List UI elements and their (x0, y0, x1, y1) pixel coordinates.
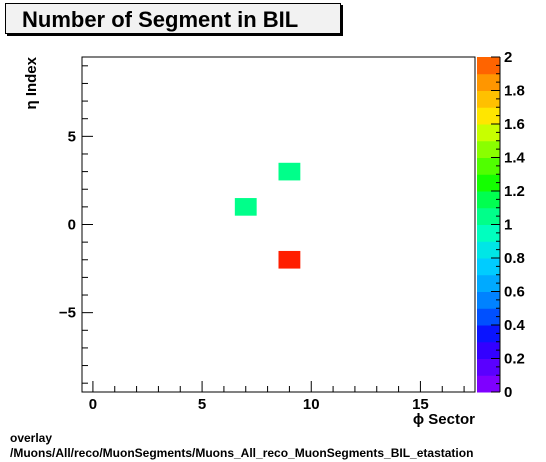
colorbar-segment (477, 140, 500, 158)
colorbar-segment (477, 341, 500, 359)
colorbar-tick-label: 0.2 (504, 351, 525, 368)
y-tick-label: −5 (59, 305, 76, 322)
colorbar-segment (477, 224, 500, 242)
colorbar-tick-label: 0.8 (504, 250, 525, 267)
colorbar-segment (477, 107, 500, 125)
y-tick-label: 0 (68, 217, 76, 234)
x-tick-label: 10 (303, 396, 320, 413)
x-tick-label: 5 (198, 396, 206, 413)
colorbar-segment (477, 73, 500, 91)
colorbar-tick-label: 0.6 (504, 284, 525, 301)
plot-frame (81, 56, 476, 393)
x-tick-label: 0 (89, 396, 97, 413)
colorbar-segment (477, 274, 500, 292)
x-axis-label: ϕ Sector (413, 411, 475, 428)
colorbar-tick-label: 1.8 (504, 83, 525, 100)
colorbar-segment (477, 157, 500, 175)
x-axis: 0 5 10 15 (89, 381, 465, 413)
colorbar-segment (477, 174, 500, 192)
colorbar-segment (477, 191, 500, 209)
colorbar-segment (477, 258, 500, 276)
colorbar-segment (477, 90, 500, 108)
colorbar-tick-label: 1.4 (504, 150, 526, 167)
colorbar-segment (477, 124, 500, 142)
colorbar-tick-label: 1.6 (504, 116, 525, 133)
heatmap-cells (234, 162, 301, 269)
colorbar-segment (477, 291, 500, 309)
colorbar-tick-label: 0.4 (504, 317, 526, 334)
x-tick-label: 15 (412, 396, 429, 413)
colorbar-tick-label: 2 (504, 49, 512, 66)
colorbar-segment (477, 241, 500, 259)
heatmap-cell (234, 198, 257, 216)
heatmap-cell (278, 162, 301, 181)
colorbar-tick-label: 1.2 (504, 183, 525, 200)
y-tick-label: 5 (68, 128, 76, 145)
colorbar-segment (477, 358, 500, 376)
chart-title: Number of Segment in BIL (5, 3, 341, 34)
y-axis-label: η Index (23, 56, 40, 109)
footer-histogram-path: /Muons/All/reco/MuonSegments/Muons_All_r… (10, 446, 474, 460)
footer-overlay-label: overlay (10, 431, 53, 445)
colorbar-segment (477, 375, 500, 393)
colorbar-segment (477, 325, 500, 343)
colorbar-segment (477, 57, 500, 75)
y-axis: −5 0 5 (59, 65, 93, 384)
colorbar-segment (477, 207, 500, 225)
heatmap-cell (278, 250, 301, 269)
colorbar-segment (477, 308, 500, 326)
colorbar: 0 0.2 0.4 0.6 0.8 1 1.2 1.4 1.6 1.8 2 (477, 49, 526, 401)
colorbar-tick-label: 1 (504, 217, 512, 234)
colorbar-tick-label: 0 (504, 384, 512, 401)
